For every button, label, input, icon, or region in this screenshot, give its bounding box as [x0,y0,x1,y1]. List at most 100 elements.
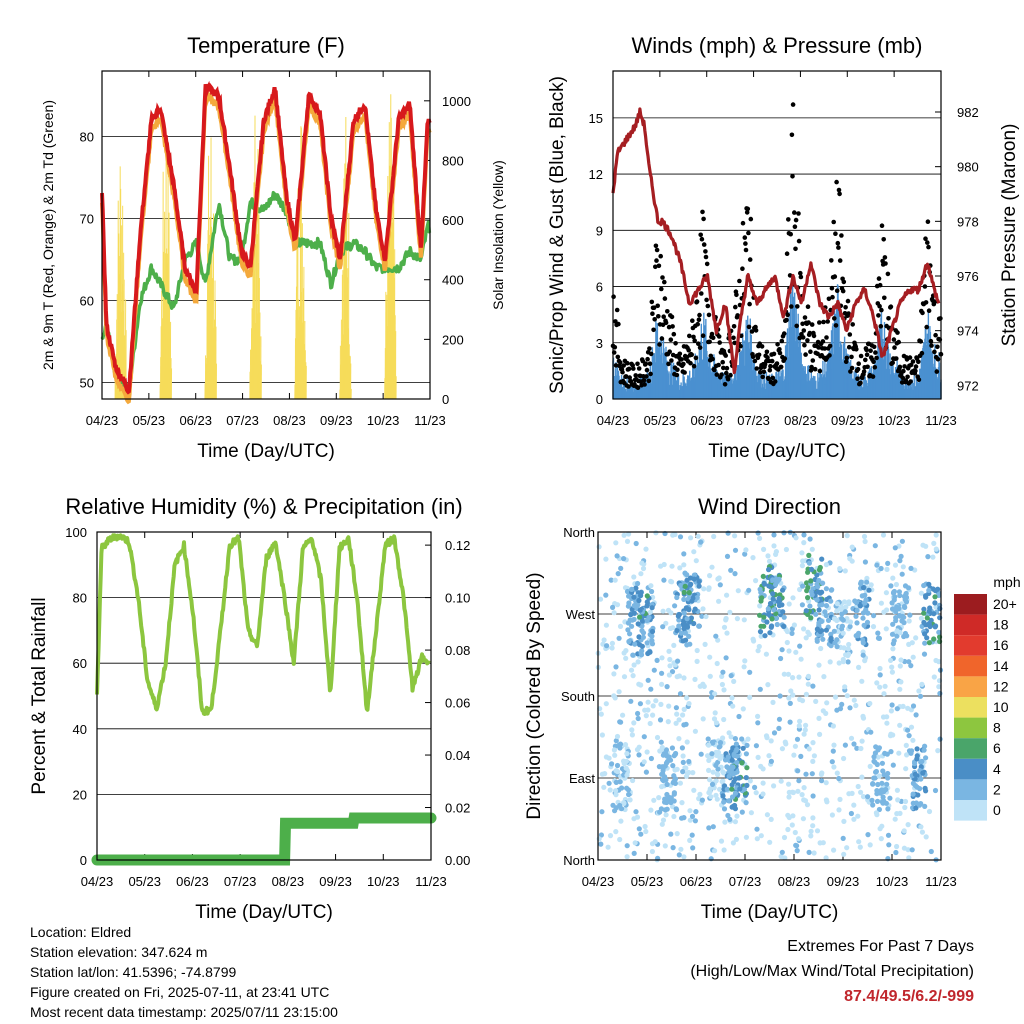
direction-dot [784,628,791,635]
direction-dot [815,584,821,590]
direction-dot [616,689,622,695]
direction-dot [677,565,683,571]
direction-dot [788,688,794,694]
gust-dot [864,347,869,353]
gust-dot [864,352,870,358]
direction-dot [613,768,619,774]
direction-dot [889,702,895,708]
gust-dot [716,334,722,339]
direction-dot [684,695,690,701]
y2-tick-label: 982 [957,105,979,120]
direction-dot [720,769,726,775]
direction-dot [894,633,900,639]
direction-dot [606,780,612,786]
direction-dot [683,765,689,771]
gust-dot [754,366,759,371]
direction-dot [752,784,758,791]
gust-dot [647,346,652,351]
direction-dot [881,772,887,778]
direction-dot [734,760,740,766]
gust-dot [834,288,840,294]
direction-dot [858,745,864,752]
direction-dot [725,754,731,760]
direction-dot [709,751,715,757]
direction-dot [761,614,767,620]
direction-dot [765,553,771,559]
direction-dot [803,635,809,641]
direction-dot [770,577,776,583]
direction-dot [740,745,746,751]
gust-dot [871,359,876,365]
gust-dot [885,271,891,277]
direction-dot [796,674,802,680]
direction-dot [613,738,619,744]
gust-dot [922,284,928,289]
direction-dot [756,643,762,650]
direction-dot [907,612,913,618]
direction-dot [712,691,718,697]
direction-dot [828,631,834,637]
y-tick-label: 9 [596,223,603,238]
direction-dot [823,603,830,609]
direction-dot [768,624,774,630]
direction-dot [718,838,725,844]
direction-dot [840,835,846,842]
direction-dot [771,730,778,736]
direction-dot [786,789,792,796]
gust-dot [712,367,717,373]
direction-dot [906,855,912,861]
direction-dot [770,699,776,706]
direction-dot [645,699,651,705]
gust-dot [836,245,841,250]
direction-dot [684,770,691,777]
direction-dot [894,787,901,793]
gust-dot [890,360,895,366]
direction-dot [817,731,823,738]
direction-dot [755,713,761,720]
direction-dot [647,609,654,615]
gust-dot [656,263,662,269]
direction-dot [632,840,638,846]
y-axis-label: Sonic/Prop Wind & Gust (Blue, Black) [547,76,568,394]
direction-dot [867,842,873,848]
station-info: Location: Eldred Station elevation: 347.… [30,922,338,1022]
direction-dot [883,590,890,596]
x-tick-label-1: 08/23 [784,413,817,428]
direction-dot [733,741,740,747]
gust-dot [810,358,816,363]
direction-dot [750,555,756,561]
direction-dot [875,635,882,641]
direction-dot [688,581,694,587]
direction-dot [882,750,888,757]
direction-dot [807,536,813,542]
direction-dot [798,656,804,662]
direction-dot [859,678,865,684]
direction-dot [654,734,661,741]
y2-tick-label: 800 [442,153,464,168]
direction-dot [669,579,675,585]
legend-swatch [954,717,987,739]
direction-dot [617,836,623,843]
direction-dot [676,736,682,742]
direction-dot [691,576,697,582]
gust-dot [829,285,835,291]
direction-dot [796,836,802,842]
direction-dot [686,701,692,707]
gust-dot [665,309,670,314]
gust-dot [935,344,940,350]
gust-dot [691,334,696,340]
direction-dot [792,743,799,749]
direction-dot [626,531,632,537]
direction-dot [636,597,642,604]
y2-axis-label: Solar Insolation (Yellow) [490,160,506,310]
direction-dot [819,770,825,776]
direction-dot [881,609,887,615]
direction-dot [698,751,704,757]
direction-dot [876,745,883,751]
x-tick-label-0: 09/23 [320,413,353,428]
gust-dot [647,361,653,367]
direction-dot [851,802,857,808]
direction-dot [846,641,852,648]
direction-dot [859,774,865,780]
direction-dot [755,530,761,536]
